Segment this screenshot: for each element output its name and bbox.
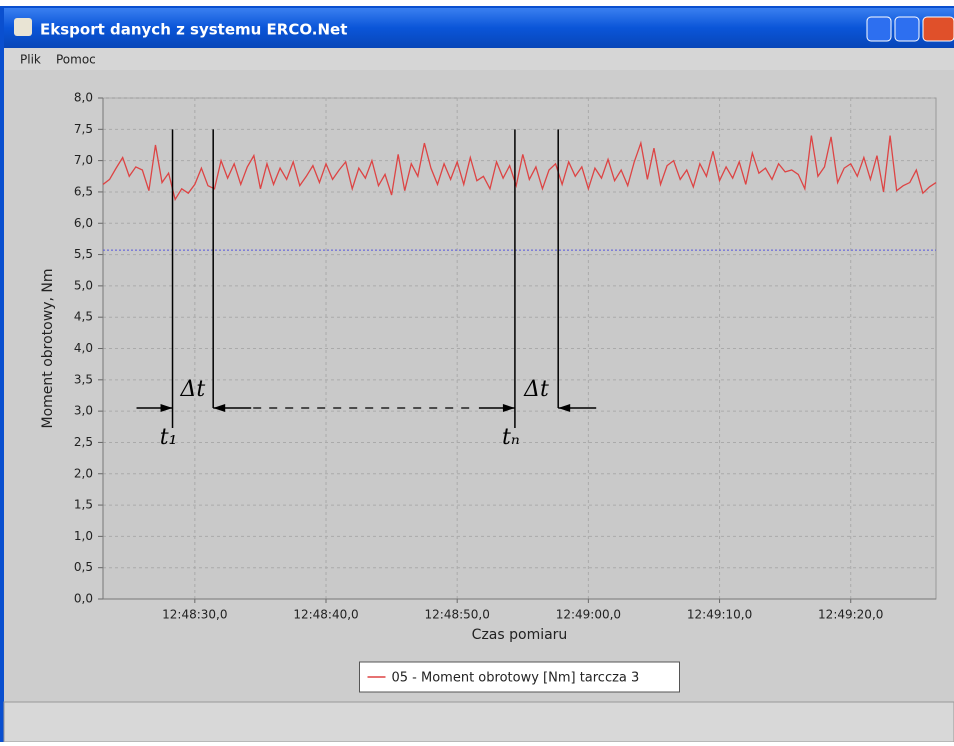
y-tick-label: 2,0 (74, 466, 93, 480)
interval-start-label: t₁ (160, 425, 178, 450)
y-tick-label: 6,5 (74, 184, 93, 198)
y-tick-label: 0,0 (74, 592, 93, 606)
app-window: Eksport danych z systemu ERCO.Net Plik P… (0, 0, 954, 742)
x-tick-label: 12:48:50,0 (425, 608, 490, 622)
legend-label: 05 - Moment obrotowy [Nm] tarccza 3 (392, 671, 640, 686)
menu-item[interactable]: Plik (20, 53, 41, 67)
x-tick-label: 12:49:10,0 (687, 608, 752, 622)
y-tick-label: 4,0 (74, 341, 93, 355)
y-tick-label: 1,5 (74, 498, 93, 512)
y-tick-label: 5,0 (74, 278, 93, 292)
y-tick-label: 3,0 (74, 404, 93, 418)
y-tick-label: 5,5 (74, 247, 93, 261)
x-axis-label: Czas pomiaru (472, 627, 568, 643)
x-tick-label: 12:48:40,0 (293, 608, 358, 622)
interval-width-label: Δt (523, 377, 549, 402)
legend: 05 - Moment obrotowy [Nm] tarccza 3 (360, 662, 680, 692)
y-tick-label: 2,5 (74, 435, 93, 449)
status-bar (4, 702, 954, 742)
y-tick-label: 7,5 (74, 122, 93, 136)
minimize-button[interactable] (867, 17, 891, 41)
interval-start-label: tₙ (502, 425, 520, 450)
y-tick-label: 0,5 (74, 560, 93, 574)
y-axis-label: Moment obrotowy, Nm (40, 269, 56, 429)
window-title: Eksport danych z systemu ERCO.Net (40, 21, 347, 39)
menu-item[interactable]: Pomoc (56, 53, 96, 67)
y-tick-label: 4,5 (74, 310, 93, 324)
app-icon (14, 18, 32, 36)
x-tick-label: 12:48:30,0 (162, 608, 227, 622)
y-tick-label: 1,0 (74, 529, 93, 543)
y-tick-label: 8,0 (74, 91, 93, 105)
interval-width-label: Δt (179, 377, 205, 402)
y-tick-label: 6,0 (74, 216, 93, 230)
x-tick-label: 12:49:20,0 (818, 608, 883, 622)
close-button[interactable] (923, 17, 954, 41)
maximize-button[interactable] (895, 17, 919, 41)
y-tick-label: 7,0 (74, 153, 93, 167)
menu-bar (4, 48, 954, 70)
x-tick-label: 12:49:00,0 (556, 608, 621, 622)
y-tick-label: 3,5 (74, 372, 93, 386)
